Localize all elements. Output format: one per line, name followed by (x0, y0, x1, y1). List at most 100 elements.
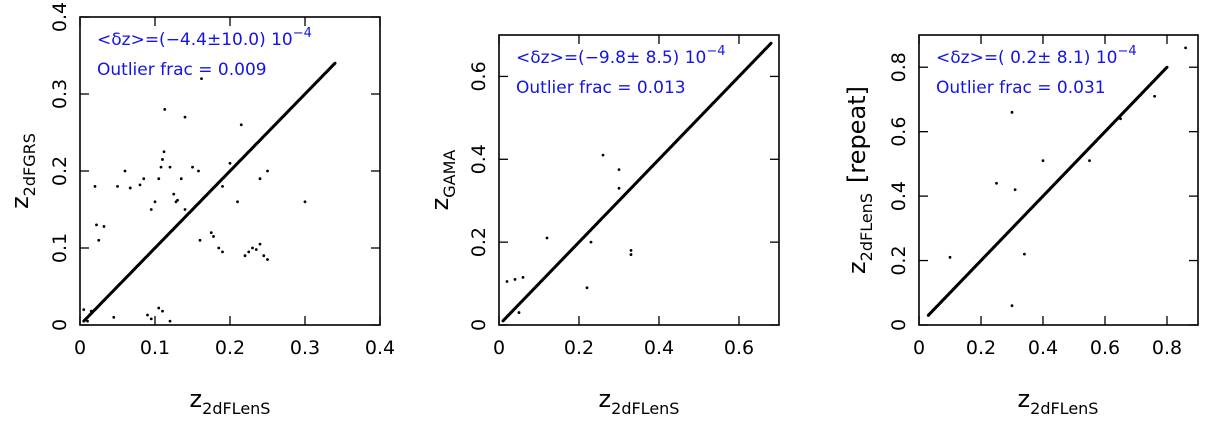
outlier-point (262, 254, 266, 258)
mean-offset-annotation: <δz>=(−4.4±10.0) 10−4 (97, 26, 312, 50)
outlier-point (589, 240, 593, 244)
outlier-point (138, 183, 142, 187)
outlier-point (1013, 188, 1017, 192)
outlier-point (1010, 304, 1014, 308)
outlier-point (131, 269, 134, 273)
outlier-point (221, 185, 224, 188)
x-tick-label: 0.6 (724, 337, 754, 359)
plot-frame (918, 34, 1199, 326)
outlier-point (168, 319, 172, 323)
outlier-point (149, 208, 153, 211)
outlier-point (521, 275, 525, 279)
outlier-point (142, 177, 146, 181)
outlier-point (217, 246, 221, 250)
x-tick-label: 0 (913, 337, 925, 359)
x-axis-label: z2dFLenS (1018, 385, 1099, 418)
y-tick-label: 0 (49, 319, 71, 331)
outlier-point (161, 158, 164, 161)
outlier-point (247, 250, 251, 254)
data-point (769, 41, 773, 45)
outlier-point (258, 177, 262, 181)
panel-2: 0 0.2 0.4 0.6 0 0.2 0.4 0.6 <δz>=(−9.8± 8.5) 10−… (426, 34, 780, 418)
outlier-point (168, 165, 172, 169)
outlier-point (266, 169, 269, 173)
y-axis-label: z2dFLenS[repeat] (843, 86, 876, 274)
outlier-point (95, 223, 98, 227)
y-tick-label: 0.4 (888, 181, 910, 211)
outlier-point (629, 249, 633, 252)
outlier-point (89, 309, 93, 313)
outlier-point (236, 200, 239, 204)
x-axis-label: z2dFLenS (599, 385, 680, 418)
x-tick-label: 0.3 (290, 337, 320, 359)
x-tick-label: 0.2 (966, 337, 996, 359)
outlier-point (948, 255, 952, 259)
outlier-point (228, 169, 232, 173)
outlier-point (97, 238, 101, 242)
x-tick-label: 0.4 (365, 337, 395, 359)
outlier-point (183, 208, 187, 211)
y-tick-label: 0.6 (468, 61, 490, 91)
y-tick-label: 0.6 (888, 117, 910, 147)
mean-offset-annotation: <δz>=( 0.2± 8.1) 10−4 (936, 44, 1137, 68)
outlier-point (266, 258, 269, 261)
outlier-point (209, 231, 213, 235)
outlier-fraction-annotation: Outlier frac = 0.009 (97, 60, 267, 80)
outlier-point (146, 313, 149, 317)
outlier-point (1023, 252, 1026, 256)
outlier-point (251, 246, 254, 250)
outlier-point (116, 185, 119, 188)
outlier-point (163, 108, 167, 111)
outlier-point (191, 165, 194, 169)
outlier-point (505, 280, 509, 283)
outlier-point (198, 238, 202, 242)
outlier-point (86, 319, 89, 323)
x-tick-label: 0 (74, 337, 86, 359)
outlier-point (1041, 159, 1045, 163)
panel-3: 0 0.2 0.4 0.6 0.8 0 0.2 0.4 0.6 0.8 <δz>=( 0.2± 8.… (843, 34, 1199, 418)
outlier-point (157, 177, 161, 181)
panel-1: 0 0.1 0.2 0.3 0.4 0 0.1 0.2 0.3 0.4 <δz>=(−4.4±10.… (6, 2, 395, 418)
outlier-point (1119, 117, 1122, 121)
outlier-point (172, 192, 176, 196)
outlier-fraction-annotation: Outlier frac = 0.013 (516, 78, 686, 98)
outlier-point (159, 165, 163, 169)
data-point (333, 61, 337, 65)
outlier-fraction-annotation: Outlier frac = 0.031 (936, 78, 1106, 98)
outlier-point (545, 236, 549, 240)
outlier-point (513, 278, 517, 281)
outlier-point (212, 235, 215, 238)
outlier-point (93, 185, 97, 188)
outlier-point (149, 317, 153, 321)
y-tick-label: 0.2 (468, 227, 490, 257)
outlier-point (112, 315, 116, 319)
outlier-point (1010, 110, 1014, 114)
outlier-point (197, 169, 200, 173)
outlier-point (585, 286, 589, 290)
outlier-point (157, 306, 161, 310)
outlier-point (243, 254, 247, 258)
x-tick-label: 0 (493, 337, 505, 359)
outlier-point (617, 168, 621, 172)
outlier-point (303, 200, 307, 204)
outlier-point (617, 186, 621, 190)
x-tick-label: 0.1 (140, 337, 170, 359)
y-tick-label: 0.1 (49, 233, 71, 263)
outlier-point (176, 198, 179, 202)
outlier-point (258, 242, 262, 246)
y-tick-label: 0.4 (49, 2, 71, 32)
y-tick-label: 0.2 (888, 245, 910, 275)
outlier-point (221, 250, 224, 254)
data-point (1165, 65, 1169, 69)
outlier-point (128, 186, 132, 190)
outlier-point (629, 253, 633, 256)
y-tick-label: 0.2 (49, 156, 71, 186)
y-tick-label: 0 (888, 319, 910, 331)
outlier-point (254, 248, 258, 251)
x-tick-label: 0.6 (1090, 337, 1120, 359)
outlier-point (1088, 159, 1091, 163)
outlier-point (517, 311, 521, 314)
outlier-point (162, 150, 166, 154)
x-tick-label: 0.8 (1152, 337, 1182, 359)
